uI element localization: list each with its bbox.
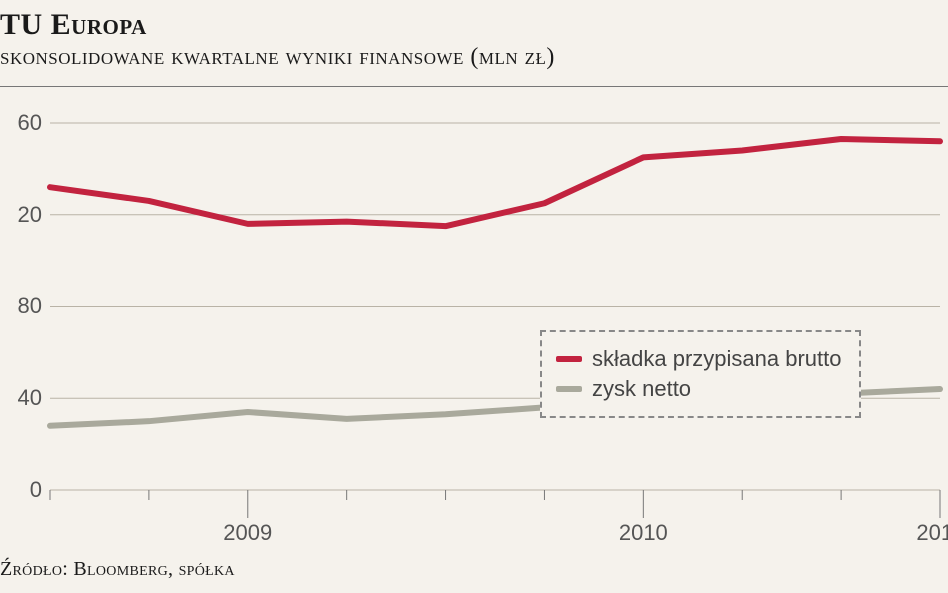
y-tick-label: 0 — [2, 477, 42, 503]
legend-swatch — [556, 356, 582, 362]
y-tick-label: 80 — [2, 293, 42, 319]
title-rule — [0, 86, 948, 87]
chart-svg — [0, 100, 948, 530]
page-title-line2: skonsolidowane kwartalne wyniki finansow… — [0, 44, 555, 71]
x-tick-label: 2010 — [603, 520, 683, 546]
line-chart: składka przypisana brutto zysk netto 0 40… — [0, 100, 948, 530]
legend-label: składka przypisana brutto — [592, 346, 841, 372]
legend-label: zysk netto — [592, 376, 691, 402]
x-tick-label: 2011 — [900, 520, 948, 546]
page-title-line1: TU Europa — [0, 8, 147, 42]
legend-swatch — [556, 386, 582, 392]
y-tick-label: 40 — [2, 385, 42, 411]
source-attribution: Źródło: Bloomberg, spółka — [0, 558, 235, 581]
x-tick-label: 2009 — [208, 520, 288, 546]
page-root: TU Europa skonsolidowane kwartalne wynik… — [0, 0, 948, 593]
legend-item: zysk netto — [556, 376, 841, 402]
y-tick-label: 20 — [2, 202, 42, 228]
y-tick-label: 60 — [2, 110, 42, 136]
chart-legend: składka przypisana brutto zysk netto — [540, 330, 861, 418]
legend-item: składka przypisana brutto — [556, 346, 841, 372]
